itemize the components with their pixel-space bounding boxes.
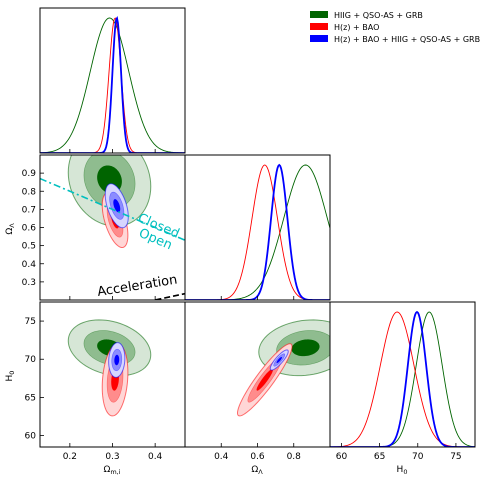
- x-tick-label-h0-0: 60: [336, 452, 348, 462]
- panel-0-0: [40, 16, 185, 153]
- flat-universe-line: [40, 177, 185, 241]
- x-tick-label-ol-0: 0.4: [214, 452, 229, 462]
- curve-red-ol: [185, 164, 330, 300]
- curve-red-h0: [330, 311, 475, 447]
- x-tick-label-h0-3: 75: [450, 452, 461, 462]
- x-axis-label-ol: ΩΛ: [251, 465, 263, 476]
- y-tick-label-ol-6: 0.9: [22, 169, 37, 179]
- panel-1-1: [185, 163, 330, 300]
- panel-2-1: [236, 319, 330, 417]
- x-tick-label-ol-1: 0.6: [250, 452, 265, 462]
- curve-green-h0: [330, 311, 475, 447]
- y-tick-label-h0-0: 60: [25, 432, 37, 442]
- y-tick-label-h0-2: 70: [25, 355, 37, 365]
- legend-label-red: H(z) + BAO: [334, 23, 379, 32]
- curve-green-om: [40, 17, 185, 153]
- y-axis-label-h0: H0: [5, 371, 16, 382]
- y-tick-label-ol-0: 0.3: [22, 278, 36, 288]
- x-tick-label-om-0: 0.2: [63, 452, 77, 462]
- y-tick-label-h0-1: 65: [25, 393, 36, 403]
- x-axis-label-om: Ωm,i: [103, 465, 120, 476]
- y-tick-label-ol-3: 0.6: [22, 224, 37, 234]
- y-axis-label-ol: ΩΛ: [5, 223, 16, 235]
- x-axis-label-h0: H0: [397, 465, 408, 476]
- legend: HIIG + QSO-AS + GRB H(z) + BAO H(z) + BA…: [310, 11, 480, 44]
- panel-frame-2-2: [329, 301, 476, 448]
- y-tick-label-ol-5: 0.8: [22, 187, 37, 197]
- panel-2-2: [330, 310, 475, 447]
- contour-blue-om_ol-3: [113, 199, 121, 213]
- panel-frame-1-1: [184, 154, 331, 301]
- x-tick-label-om-1: 0.3: [105, 452, 119, 462]
- contour-blue-ol_h0-3: [276, 356, 282, 364]
- x-tick-label-h0-2: 70: [412, 452, 424, 462]
- x-tick-label-om-2: 0.4: [148, 452, 163, 462]
- y-tick-label-ol-1: 0.4: [22, 260, 37, 270]
- curve-blue-om: [40, 16, 185, 153]
- x-tick-label-h0-1: 65: [374, 452, 385, 462]
- acceleration-line: [151, 292, 185, 300]
- panel-2-0: [67, 319, 152, 417]
- legend-label-green: HIIG + QSO-AS + GRB: [334, 11, 423, 20]
- y-tick-label-ol-4: 0.7: [22, 205, 36, 215]
- curve-red-om: [40, 17, 185, 153]
- contour-red-ol_h0-3: [256, 369, 273, 391]
- contour-green-ol_h0-3: [291, 339, 320, 357]
- legend-label-blue: H(z) + BAO + HIIG + QSO-AS + GRB: [334, 35, 480, 44]
- y-tick-label-ol-2: 0.5: [22, 242, 36, 252]
- legend-swatch-red: [310, 23, 328, 30]
- x-tick-label-ol-2: 0.8: [287, 452, 302, 462]
- legend-swatch-green: [310, 11, 328, 18]
- acceleration-label: Acceleration: [96, 272, 178, 299]
- legend-swatch-blue: [310, 35, 328, 42]
- curve-blue-h0: [330, 310, 475, 447]
- contour-blue-om_h0-3: [114, 354, 120, 366]
- y-tick-label-h0-3: 75: [25, 317, 36, 327]
